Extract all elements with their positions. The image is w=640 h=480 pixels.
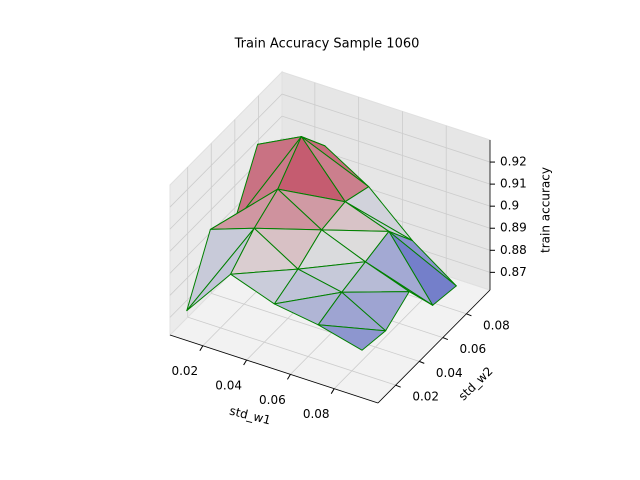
- grid-line: [211, 292, 420, 362]
- y-tick: [395, 384, 401, 388]
- y-axis-line: [377, 289, 491, 404]
- x-axis-label: std_w1: [228, 404, 272, 428]
- y-tick: [419, 360, 425, 364]
- grid-line: [281, 115, 491, 185]
- x-tick-label: 0.08: [303, 407, 330, 421]
- x-tick-label: 0.02: [171, 364, 198, 378]
- y-tick-label: 0.02: [412, 390, 439, 404]
- surface-facet: [317, 324, 387, 351]
- y-tick-label: 0.08: [483, 318, 510, 332]
- x-axis-line: [169, 334, 379, 404]
- z-tick-label: 0.88: [500, 243, 527, 257]
- z-tick-label: 0.9: [500, 199, 519, 213]
- grid-line: [169, 115, 283, 230]
- z-tick-label: 0.91: [500, 177, 527, 191]
- z-tick-label: 0.92: [500, 155, 527, 169]
- grid-line: [187, 316, 396, 386]
- grid-line: [281, 93, 491, 163]
- x-tick: [330, 388, 335, 394]
- x-tick-label: 0.06: [259, 393, 286, 407]
- x-tick: [243, 359, 248, 366]
- chart-title: Train Accuracy Sample 1060: [234, 37, 420, 52]
- z-axis-label: train accuracy: [539, 167, 553, 253]
- y-tick-label: 0.06: [459, 342, 486, 356]
- y-tick: [466, 313, 472, 317]
- z-tick-label: 0.89: [500, 221, 527, 235]
- x-tick-label: 0.04: [215, 379, 242, 393]
- grid-line: [169, 93, 283, 208]
- y-tick-label: 0.04: [436, 366, 463, 380]
- z-tick-label: 0.87: [500, 265, 527, 279]
- y-tick: [442, 337, 449, 341]
- x-tick: [199, 345, 204, 351]
- x-tick: [286, 374, 291, 380]
